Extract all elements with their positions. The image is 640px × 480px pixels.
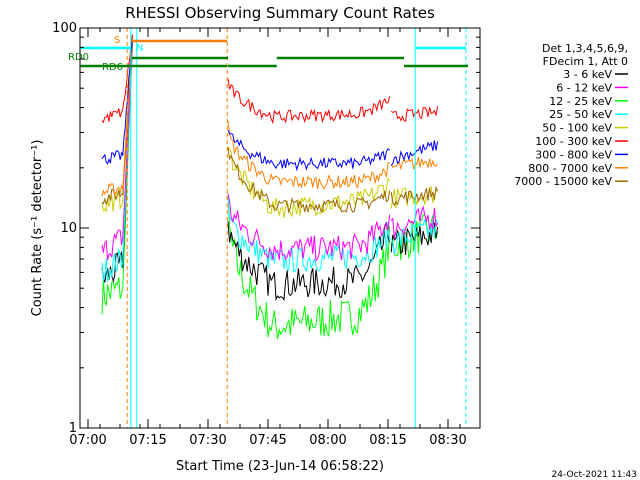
y-tick-label: 1 — [69, 421, 77, 436]
series-5-pass-2 — [227, 78, 391, 125]
legend-entry-label: 12 - 25 keV — [549, 95, 612, 108]
series-5-pass-3 — [390, 106, 439, 122]
timestamp: 24-Oct-2021 11:43 — [552, 470, 637, 480]
x-tick-label: 08:00 — [309, 433, 346, 448]
marker-label-rd0: RD0 — [68, 52, 89, 63]
x-tick-label: 07:15 — [129, 433, 166, 448]
series-3-pass-1 — [101, 39, 133, 282]
marker-label-rd6: RD6 — [102, 62, 123, 73]
series-3-pass-3 — [390, 219, 439, 256]
series-8-pass-3 — [390, 185, 439, 207]
series-1-pass-2 — [227, 193, 391, 262]
legend-entry-label: 25 - 50 keV — [549, 108, 612, 121]
x-axis-label: Start Time (23-Jun-14 06:58:22) — [176, 459, 384, 474]
marker-label-s: S — [114, 35, 120, 46]
plot-area: RD0 RD6 S N 1 10 100 07:00 07:15 07:30 07:45 08:00 0… — [52, 21, 481, 448]
series-1-pass-1 — [101, 42, 133, 261]
legend-entry-label: 6 - 12 keV — [556, 81, 612, 94]
legend-entry-label: 800 - 7000 keV — [528, 162, 612, 175]
series-1-pass-3 — [390, 205, 439, 239]
legend-header-line-2: FDecim 1, Att 0 — [543, 55, 628, 68]
legend-entry-label: 100 - 300 keV — [535, 135, 612, 148]
legend-entry-label: 7000 - 15000 keV — [514, 175, 612, 188]
y-tick-label: 100 — [52, 21, 77, 36]
x-tick-label: 08:15 — [369, 433, 406, 448]
series-6-pass-3 — [390, 140, 439, 166]
x-tick-label: 08:30 — [429, 433, 466, 448]
series-0-pass-2 — [227, 221, 391, 302]
x-tick-label: 07:00 — [69, 433, 106, 448]
series-7-pass-2 — [227, 121, 390, 190]
series-8-pass-1 — [101, 34, 133, 206]
x-tick-label: 07:45 — [249, 433, 286, 448]
marker-label-n: N — [136, 43, 143, 54]
series-2-pass-2 — [227, 195, 391, 340]
series-5-pass-1 — [101, 34, 133, 124]
chart-title: RHESSI Observing Summary Count Rates — [125, 4, 435, 22]
x-tick-label: 07:30 — [189, 433, 226, 448]
series-6-pass-1 — [101, 41, 133, 165]
legend: Det 1,3,4,5,6,9, FDecim 1, Att 0 3 - 6 k… — [514, 42, 628, 188]
series-7-pass-1 — [101, 42, 133, 198]
series-4-pass-3 — [390, 186, 438, 209]
legend-entry-label: 3 - 6 keV — [563, 68, 612, 81]
legend-entry-label: 50 - 100 keV — [542, 122, 612, 135]
series-0-pass-3 — [390, 220, 439, 255]
legend-entry-label: 300 - 800 keV — [535, 148, 612, 161]
y-axis-label: Count Rate (s⁻¹ detector⁻¹) — [30, 140, 45, 317]
series-3-pass-2 — [227, 196, 391, 273]
series-6-pass-2 — [227, 129, 390, 172]
legend-header-line-1: Det 1,3,4,5,6,9, — [542, 42, 628, 55]
series-8-pass-2 — [227, 147, 391, 214]
y-tick-label: 10 — [60, 221, 77, 236]
